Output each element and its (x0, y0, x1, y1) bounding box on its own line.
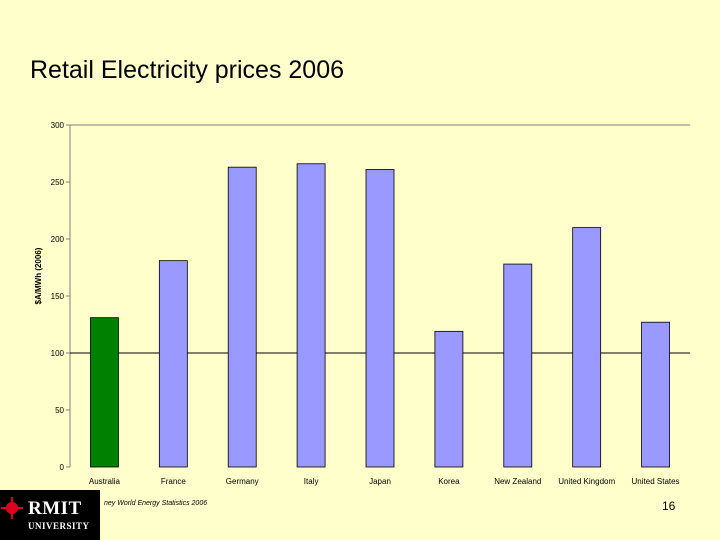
bar-united-kingdom (572, 227, 602, 468)
logo-name: RMIT (28, 498, 82, 519)
source-note: ney World Energy Statistics 2006 (104, 500, 208, 507)
y-tick-label: 100 (51, 349, 65, 358)
x-tick-label: United States (632, 477, 680, 486)
x-tick-label: Australia (89, 477, 121, 486)
rmit-star-icon (1, 497, 23, 519)
bar-france (158, 260, 188, 468)
y-tick-label: 50 (55, 406, 64, 415)
x-tick-label: Italy (304, 477, 319, 486)
x-tick-label: France (161, 477, 186, 486)
y-tick-label: 0 (60, 463, 65, 472)
x-tick-label: Japan (369, 477, 391, 486)
x-tick-label: Germany (226, 477, 259, 486)
bar-korea (434, 330, 464, 468)
bar-united-states (641, 321, 670, 468)
bar-australia (90, 317, 119, 468)
x-tick-label: Korea (438, 477, 460, 486)
bar-japan (365, 169, 395, 468)
bar-germany (227, 166, 257, 468)
logo-subtitle: UNIVERSITY (28, 521, 90, 531)
x-tick-label: New Zealand (494, 477, 541, 486)
bar-italy (296, 163, 326, 468)
y-tick-label: 200 (51, 235, 65, 244)
page-number: 16 (662, 499, 676, 513)
bar-new-zealand (503, 263, 533, 468)
slide-title: Retail Electricity prices 2006 (30, 56, 345, 84)
y-tick-label: 300 (51, 121, 65, 130)
x-tick-label: United Kingdom (558, 477, 615, 486)
rmit-logo: RMIT UNIVERSITY (0, 490, 100, 540)
y-axis-title: $A/MWh (2006) (34, 247, 43, 304)
y-tick-label: 150 (51, 292, 65, 301)
y-tick-label: 250 (51, 178, 65, 187)
